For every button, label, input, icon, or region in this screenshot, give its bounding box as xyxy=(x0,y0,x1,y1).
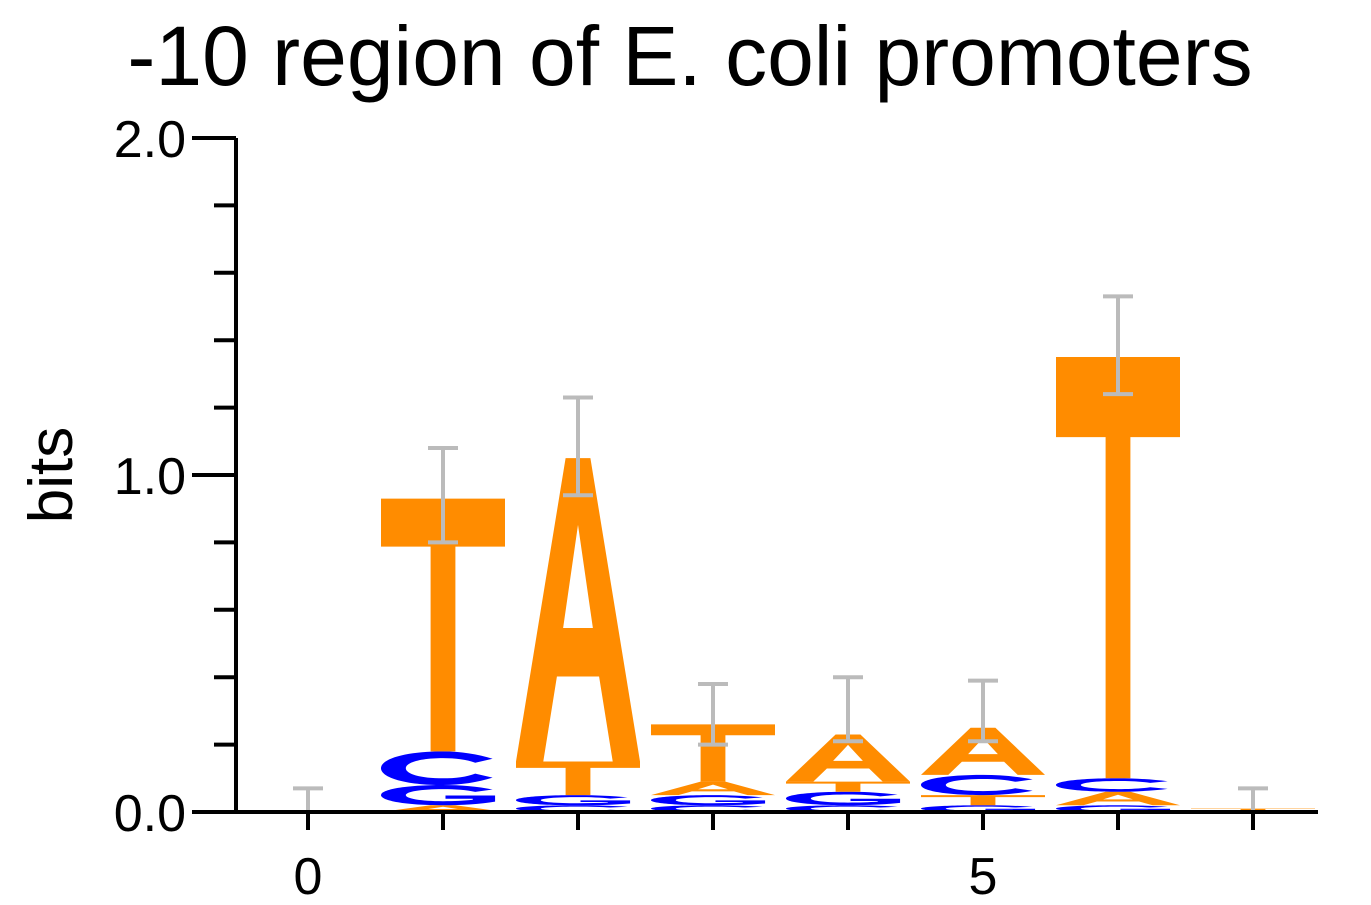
letter-T-pos-2 xyxy=(516,761,640,796)
letter-G-pos-2 xyxy=(516,795,631,806)
letter-A-pos-5 xyxy=(921,727,1045,775)
letter-A-pos-3 xyxy=(651,781,775,796)
letter-G-pos-3 xyxy=(651,795,766,806)
letter-T-pos-5 xyxy=(921,795,1045,806)
letter-T-pos-1 xyxy=(381,498,505,752)
y-tick-label: 1.0 xyxy=(114,448,186,506)
letter-A-pos-6 xyxy=(1056,791,1180,806)
letter-G-pos-4 xyxy=(786,791,901,806)
letter-C-pos-5 xyxy=(921,774,1033,796)
y-axis-label: bits xyxy=(17,427,86,523)
letter-C-pos-1 xyxy=(381,751,493,786)
x-tick-label: 5 xyxy=(969,848,998,905)
letter-G-pos-1 xyxy=(381,785,496,806)
error-bar-pos-2 xyxy=(563,395,593,498)
letter-C-pos-6 xyxy=(1056,778,1168,792)
letter-A-pos-2 xyxy=(516,458,640,762)
y-tick-label: 2.0 xyxy=(114,111,186,169)
error-bar-pos-4 xyxy=(833,675,863,744)
letter-stacks xyxy=(381,357,1315,812)
error-bar-pos-1 xyxy=(428,446,458,545)
error-bar-pos-7 xyxy=(1238,786,1268,814)
letter-T-pos-6 xyxy=(1056,357,1180,779)
error-bar-pos-0 xyxy=(293,786,323,814)
error-bar-pos-6 xyxy=(1103,294,1133,397)
chart-title: -10 region of E. coli promoters xyxy=(127,9,1252,103)
error-bar-pos-3 xyxy=(698,681,728,747)
letter-T-pos-4 xyxy=(786,781,910,792)
x-tick-label: 0 xyxy=(294,848,323,905)
letter-T-pos-3 xyxy=(651,724,775,782)
y-tick-label: 0.0 xyxy=(114,785,186,843)
error-bar-pos-5 xyxy=(968,678,998,744)
axes: 0.0 1.0 2.0 0 5 xyxy=(114,111,1318,905)
letter-A-pos-4 xyxy=(786,734,910,782)
